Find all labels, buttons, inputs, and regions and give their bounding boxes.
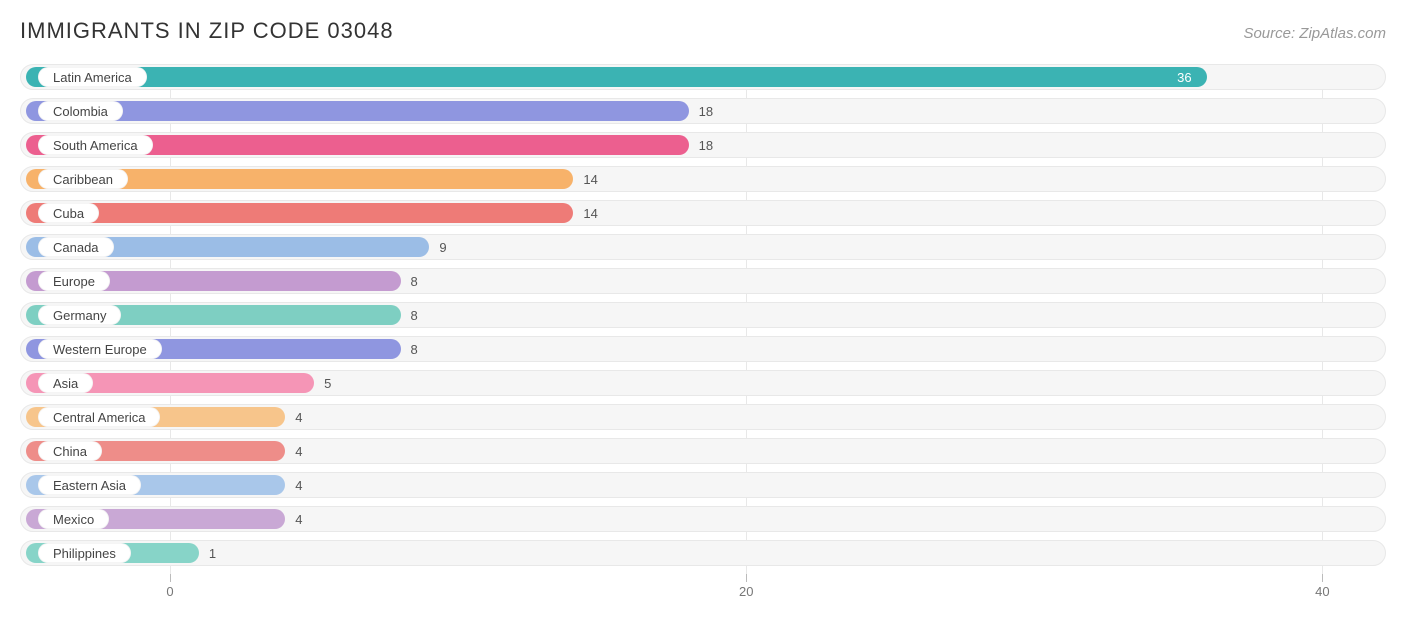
bar-chart-plot: Latin America36Colombia18South America18… (20, 64, 1386, 566)
bar-label: China (38, 441, 102, 461)
bar-row: South America 18 (20, 132, 1386, 158)
bar-label: Philippines (38, 543, 131, 563)
x-axis-label: 20 (739, 584, 753, 599)
bar-value: 1 (209, 540, 216, 566)
bar-value: 4 (295, 404, 302, 430)
bar-row: Mexico 4 (20, 506, 1386, 532)
bar-label: Cuba (38, 203, 99, 223)
bar-value: 36 (1177, 64, 1191, 90)
bar-row: Cuba 14 (20, 200, 1386, 226)
bar-row: China 4 (20, 438, 1386, 464)
bar-row: Philippines 1 (20, 540, 1386, 566)
x-axis-tick (746, 574, 747, 582)
bar-label: Asia (38, 373, 93, 393)
bar-row: Caribbean 14 (20, 166, 1386, 192)
bar-row: Colombia 18 (20, 98, 1386, 124)
x-axis: 0 20 40 (20, 574, 1386, 604)
chart-title: IMMIGRANTS IN ZIP CODE 03048 (20, 18, 394, 44)
x-axis-tick (170, 574, 171, 582)
bar-value: 4 (295, 472, 302, 498)
bar-label: Canada (38, 237, 114, 257)
bar-track (20, 540, 1386, 566)
bar-label: Mexico (38, 509, 109, 529)
bar-value: 14 (583, 166, 597, 192)
bar-value: 8 (411, 302, 418, 328)
bar-row: Western Europe 8 (20, 336, 1386, 362)
bar-label: South America (38, 135, 153, 155)
bar-row: Asia 5 (20, 370, 1386, 396)
chart-source: Source: ZipAtlas.com (1243, 25, 1386, 42)
bar-label: Germany (38, 305, 121, 325)
bar-label: Colombia (38, 101, 123, 121)
x-axis-label: 40 (1315, 584, 1329, 599)
bar-fill (26, 203, 573, 223)
bar-label: Western Europe (38, 339, 162, 359)
bar-value: 18 (699, 98, 713, 124)
bar-value: 8 (411, 336, 418, 362)
bar-value: 9 (439, 234, 446, 260)
bar-value: 4 (295, 506, 302, 532)
bar-label: Europe (38, 271, 110, 291)
bar-value: 18 (699, 132, 713, 158)
bar-value: 8 (411, 268, 418, 294)
bar-row: Eastern Asia 4 (20, 472, 1386, 498)
x-axis-tick (1322, 574, 1323, 582)
bar-value: 14 (583, 200, 597, 226)
bar-row: Central America 4 (20, 404, 1386, 430)
bar-row: Latin America 36 (20, 64, 1386, 90)
bar-value: 4 (295, 438, 302, 464)
chart-header: IMMIGRANTS IN ZIP CODE 03048 Source: Zip… (20, 18, 1386, 44)
bar-label: Central America (38, 407, 160, 427)
x-axis-label: 0 (166, 584, 173, 599)
bar-row: Europe 8 (20, 268, 1386, 294)
bar-fill (26, 67, 1207, 87)
bar-chart: Latin America36Colombia18South America18… (20, 64, 1386, 604)
bar-row: Germany 8 (20, 302, 1386, 328)
bar-value: 5 (324, 370, 331, 396)
bar-row: Canada 9 (20, 234, 1386, 260)
bar-label: Eastern Asia (38, 475, 141, 495)
bar-label: Latin America (38, 67, 147, 87)
bar-label: Caribbean (38, 169, 128, 189)
bar-fill (26, 101, 689, 121)
